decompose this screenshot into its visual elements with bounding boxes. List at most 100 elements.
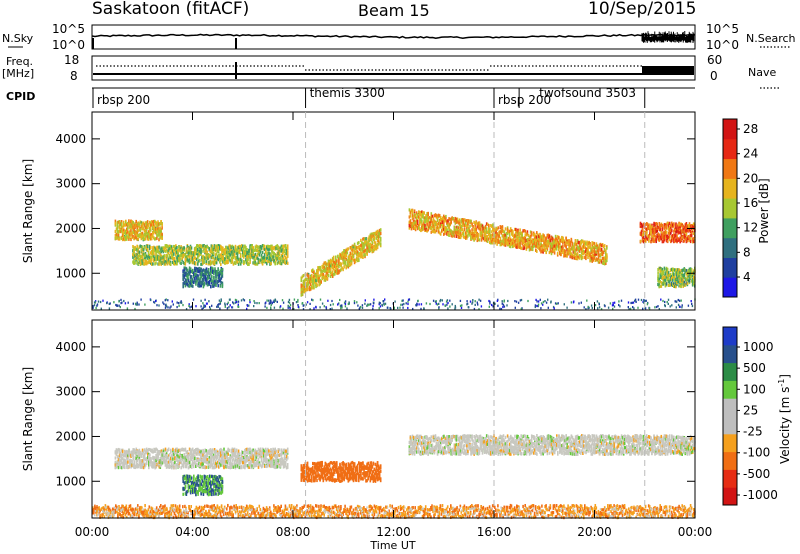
data-cell [149,225,152,230]
data-cell [184,255,187,259]
data-cell [582,239,584,243]
data-cell [450,229,452,233]
data-cell [343,259,345,263]
data-cell [488,227,490,231]
data-cell [331,270,334,274]
data-cell [409,221,412,225]
data-cell [301,284,304,288]
data-cell [432,229,435,233]
data-cell [143,252,146,256]
data-cell [160,232,162,236]
noise-cell [507,299,509,303]
data-cell [516,229,518,233]
data-cell [585,256,587,261]
data-cell [448,223,450,227]
data-cell [136,256,138,260]
noise-cell [477,303,479,306]
data-cell [484,233,487,237]
data-cell [484,226,487,230]
data-cell [501,225,504,229]
data-cell [491,224,493,228]
data-cell [134,245,136,250]
data-cell [249,253,251,257]
data-cell [429,223,432,227]
data-cell [306,279,309,284]
data-cell [206,277,209,281]
data-cell [185,271,188,275]
data-cell [120,227,123,231]
data-cell [315,282,317,287]
data-cell [260,253,263,257]
data-cell [192,270,194,275]
data-cell [483,238,486,242]
data-cell [554,247,557,251]
data-cell [408,224,411,228]
data-cell [170,250,173,254]
data-cell [482,237,485,241]
data-cell [346,259,349,263]
data-cell [274,262,276,266]
data-cell [511,242,513,246]
data-cell [642,236,645,240]
data-cell [228,257,230,261]
data-cell [140,236,143,240]
data-cell [262,247,265,251]
data-cell [597,247,600,251]
data-cell [361,251,363,255]
data-cell [517,238,519,243]
data-cell [157,223,159,227]
data-cell [175,246,177,250]
data-cell [269,252,271,256]
data-cell [184,271,187,276]
data-cell [159,248,161,252]
data-cell [155,222,157,226]
beam-title: Beam 15 [358,1,430,20]
data-cell [200,284,202,288]
data-cell [549,249,552,253]
data-cell [518,231,520,235]
data-cell [198,254,200,258]
data-cell [482,226,485,230]
data-cell [269,259,271,263]
freq-label-1: Freq. [6,55,33,68]
data-cell [128,235,130,239]
data-cell [144,256,147,260]
data-cell [648,239,650,243]
data-cell [499,230,502,234]
data-cell [139,258,142,262]
data-cell [140,225,143,229]
data-cell [412,215,415,219]
data-cell [282,244,285,248]
data-cell [530,245,533,249]
data-cell [116,223,119,227]
data-cell [576,252,579,256]
data-cell [550,236,553,240]
data-cell [469,230,471,235]
data-cell [412,222,415,226]
data-cell [160,250,162,254]
data-cell [302,285,305,290]
data-cell [219,244,221,248]
data-cell [345,257,347,261]
data-cell [251,255,253,259]
data-cell [444,229,446,234]
data-cell [306,272,309,276]
data-cell [529,237,532,241]
data-cell [324,278,327,282]
noise-cell [204,298,206,301]
data-cell [369,245,372,249]
data-cell [513,234,515,238]
data-cell [465,221,467,225]
data-cell [600,244,603,248]
data-cell [263,253,266,257]
data-cell [156,245,158,249]
data-cell [539,235,541,239]
data-cell [422,215,424,219]
data-cell [600,248,603,252]
data-cell [256,248,259,252]
data-cell [173,252,175,256]
data-cell [199,284,201,288]
data-cell [332,273,335,277]
data-cell [153,236,155,240]
data-cell [210,247,213,251]
